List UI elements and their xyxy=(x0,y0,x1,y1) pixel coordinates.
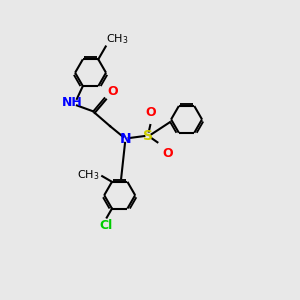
Text: O: O xyxy=(146,106,156,119)
Text: O: O xyxy=(162,147,172,160)
Text: NH: NH xyxy=(62,96,83,109)
Text: CH$_3$: CH$_3$ xyxy=(106,32,129,46)
Text: CH$_3$: CH$_3$ xyxy=(77,169,100,182)
Text: Cl: Cl xyxy=(99,219,112,232)
Text: O: O xyxy=(107,85,118,98)
Text: N: N xyxy=(120,132,131,146)
Text: S: S xyxy=(143,129,153,143)
